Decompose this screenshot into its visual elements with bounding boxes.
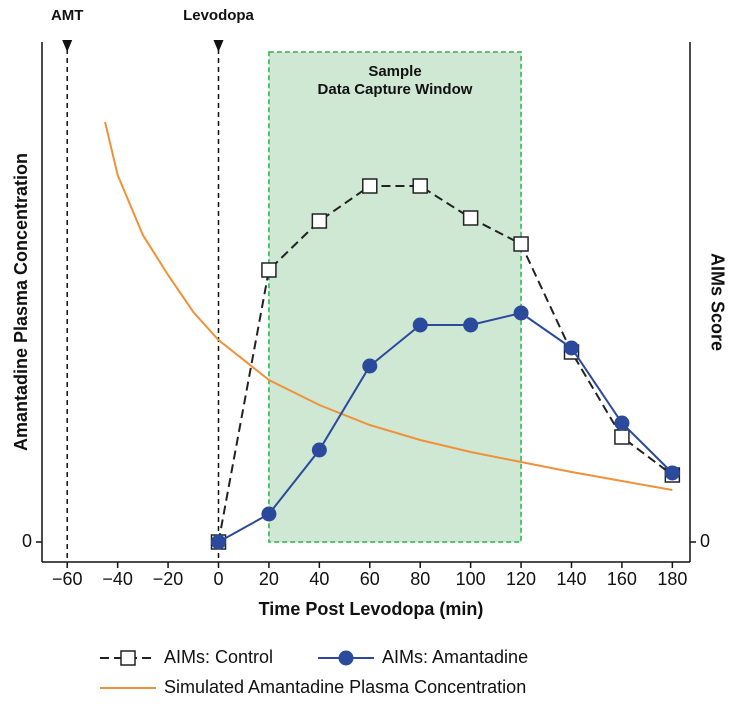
x-tick-label: 60 [360,569,380,589]
x-tick-label: 80 [410,569,430,589]
y2-axis-label: AIMs Score [707,253,727,351]
series-line [218,311,674,543]
y-tick-label: 0 [22,531,32,551]
x-tick-label: 0 [213,569,223,589]
marker-square [311,213,328,229]
marker-square [261,262,277,278]
x-tick-label: 120 [506,569,536,589]
event-arrow [213,40,224,52]
legend-label: AIMs: Control [164,647,273,667]
event-label: Levodopa [183,7,254,24]
y2-tick-label: 0 [700,531,710,551]
x-tick-label: −20 [153,569,184,589]
capture-window [268,51,522,543]
marker-circle [463,317,479,333]
marker-circle [362,358,378,374]
marker-square [614,429,630,445]
marker-circle [210,534,226,550]
marker-circle [311,442,327,458]
legend-item: AIMs: Amantadine [318,647,528,667]
marker-circle [412,317,428,333]
series-line [104,121,673,491]
marker-square [462,210,479,226]
legend-item: Simulated Amantadine Plasma Concentratio… [100,677,526,697]
marker-circle [563,340,579,356]
marker-circle [664,465,680,481]
x-tick-label: 40 [309,569,329,589]
window-label: Data Capture Window [318,81,473,98]
marker-square [412,178,428,194]
x-tick-label: −40 [102,569,133,589]
x-tick-label: −60 [52,569,83,589]
marker-square [513,236,529,252]
x-tick-label: 100 [456,569,486,589]
x-tick-label: 180 [657,569,687,589]
event-arrow [62,40,73,52]
legend-item: AIMs: Control [100,647,273,667]
legend-marker [120,650,136,666]
marker-circle [261,506,277,522]
window-label: Sample [368,63,421,80]
legend-label: AIMs: Amantadine [382,647,528,667]
marker-square [362,178,378,194]
x-axis-label: Time Post Levodopa (min) [259,599,484,619]
x-tick-label: 140 [556,569,586,589]
marker-circle [614,415,630,431]
marker-circle [513,305,529,321]
x-tick-label: 20 [259,569,279,589]
series-line [217,185,673,543]
y-axis-label: Amantadine Plasma Concentration [11,153,31,451]
legend-label: Simulated Amantadine Plasma Concentratio… [164,677,526,697]
legend-marker [338,650,354,666]
x-tick-label: 160 [607,569,637,589]
event-label: AMT [51,7,84,24]
